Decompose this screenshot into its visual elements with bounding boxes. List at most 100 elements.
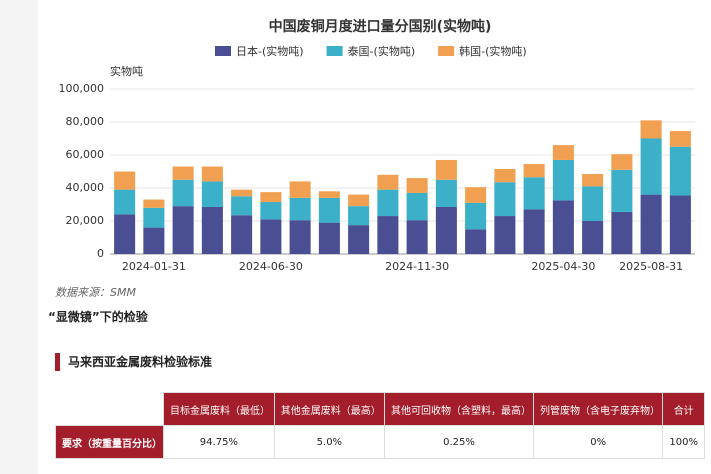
bar-segment bbox=[494, 216, 516, 254]
bar-segment bbox=[260, 219, 282, 254]
bar-segment bbox=[611, 211, 633, 254]
bar-segment bbox=[289, 220, 311, 254]
section-title: 马来西亚金属废料检验标准 bbox=[55, 353, 212, 371]
bar-segment bbox=[318, 197, 340, 223]
table: 目标金属废料（最低） 其他金属废料（最高） 其他可回收物（含塑料，最高） 列管废物（含… bbox=[55, 392, 705, 459]
bar-segment bbox=[348, 206, 370, 226]
bar-segment bbox=[494, 182, 516, 217]
y-tick-label: 40,000 bbox=[66, 181, 105, 194]
column-header: 其他可回收物（含塑料，最高） bbox=[383, 392, 535, 426]
bar-segment bbox=[465, 202, 487, 230]
bar-segment bbox=[231, 215, 253, 254]
bar-segment bbox=[260, 192, 282, 203]
bar-segment bbox=[552, 200, 574, 254]
bar-segment bbox=[406, 178, 428, 193]
bar-segment bbox=[465, 229, 487, 254]
bar-segment bbox=[465, 187, 487, 203]
blank bbox=[55, 392, 164, 426]
bar-segment bbox=[143, 207, 165, 228]
bar-segment bbox=[435, 179, 457, 207]
bar-segment bbox=[611, 169, 633, 212]
bar-segment bbox=[318, 222, 340, 254]
bar-segment bbox=[201, 166, 223, 182]
bar-segment bbox=[289, 197, 311, 221]
y-tick-label: 0 bbox=[97, 247, 104, 260]
bar-segment bbox=[172, 206, 194, 254]
bar-segment bbox=[377, 216, 399, 254]
bar-segment bbox=[582, 221, 604, 254]
column-header: 合计 bbox=[662, 392, 705, 426]
x-tick-label: 2025-04-30 bbox=[531, 260, 595, 273]
row-label: 要求（按重量百分比） bbox=[55, 425, 164, 459]
bar-segment bbox=[435, 206, 457, 254]
table-cell: 0.25% bbox=[383, 425, 535, 459]
bar-segment bbox=[143, 227, 165, 254]
y-axis-label: 实物吨 bbox=[110, 64, 143, 78]
bar-segment bbox=[231, 189, 253, 197]
subheading: “显微镜”下的检验 bbox=[48, 310, 148, 324]
bar-segment bbox=[406, 220, 428, 254]
table-cell: 5.0% bbox=[273, 425, 386, 459]
bar-segment bbox=[114, 171, 136, 190]
legend-swatch bbox=[215, 46, 231, 56]
column-header: 目标金属废料（最低） bbox=[163, 392, 275, 426]
source: 数据来源：SMM bbox=[55, 286, 136, 299]
column-header: 其他金属废料（最高） bbox=[273, 392, 386, 426]
bar-segment bbox=[582, 173, 604, 187]
bar-segment bbox=[669, 146, 691, 196]
legend-swatch bbox=[326, 46, 343, 56]
bar-segment bbox=[260, 202, 282, 220]
bar-segment bbox=[318, 191, 340, 198]
bar-segment bbox=[114, 214, 136, 254]
y-tick-label: 100,000 bbox=[59, 82, 105, 95]
x-tick-label: 2024-11-30 bbox=[385, 260, 449, 273]
bar-segment bbox=[143, 199, 165, 208]
table-row: 要求（按重量百分比） 94.75% 5.0% 0.25% 0% 100% bbox=[55, 425, 705, 459]
legend-label: 泰国-(实物吨) bbox=[348, 44, 416, 58]
bar-segment bbox=[406, 192, 428, 221]
y-tick-label: 80,000 bbox=[66, 115, 105, 128]
bar-segment bbox=[523, 209, 545, 254]
bar-segment bbox=[640, 120, 662, 139]
y-tick-label: 60,000 bbox=[66, 148, 105, 161]
bar-segment bbox=[640, 138, 662, 195]
x-tick-label: 2025-08-31 bbox=[619, 260, 683, 273]
bar-segment bbox=[114, 189, 136, 215]
x-tick-label: 2024-06-30 bbox=[239, 260, 303, 273]
bar-segment bbox=[552, 159, 574, 201]
bar-segment bbox=[611, 154, 633, 170]
bar-segment bbox=[523, 177, 545, 210]
bar-segment bbox=[377, 189, 399, 217]
bar-segment bbox=[348, 225, 370, 254]
bar-segment bbox=[348, 194, 370, 207]
bar-segment bbox=[377, 174, 399, 190]
column-header: 列管废物（含电子废弃物） bbox=[533, 392, 664, 426]
table-cell: 100% bbox=[662, 425, 705, 459]
bar-segment bbox=[552, 145, 574, 160]
bar-segment bbox=[172, 179, 194, 207]
bar-segment bbox=[231, 196, 253, 216]
header-row: 目标金属废料（最低） 其他金属废料（最高） 其他可回收物（含塑料，最高） 列管废物（含… bbox=[55, 392, 705, 426]
bar-segment bbox=[201, 206, 223, 254]
legend-label: 日本-(实物吨) bbox=[236, 44, 304, 58]
bar-segment bbox=[523, 164, 545, 178]
bar-segment bbox=[669, 195, 691, 254]
bar-segment bbox=[640, 194, 662, 254]
chart: 中国废铜月度进口量分国别(实物吨) 实物吨 0 20,000 40,000 60,00… bbox=[59, 18, 695, 273]
legend-swatch bbox=[438, 46, 455, 56]
bar-segment bbox=[669, 131, 691, 147]
chart-title: 中国废铜月度进口量分国别(实物吨) bbox=[269, 18, 492, 35]
bar-segment bbox=[582, 186, 604, 221]
bar-segment bbox=[435, 159, 457, 180]
table-cell: 94.75% bbox=[163, 425, 275, 459]
table-cell: 0% bbox=[533, 425, 664, 459]
x-tick-label: 2024-01-31 bbox=[122, 260, 186, 273]
legend-label: 韩国-(实物吨) bbox=[459, 44, 527, 58]
bar-segment bbox=[172, 166, 194, 180]
y-tick-label: 20,000 bbox=[66, 214, 105, 227]
bar-segment bbox=[494, 169, 516, 183]
bar-segment bbox=[201, 181, 223, 207]
table-body: 要求（按重量百分比） 94.75% 5.0% 0.25% 0% 100% bbox=[55, 425, 705, 459]
bar-segment bbox=[289, 181, 311, 198]
